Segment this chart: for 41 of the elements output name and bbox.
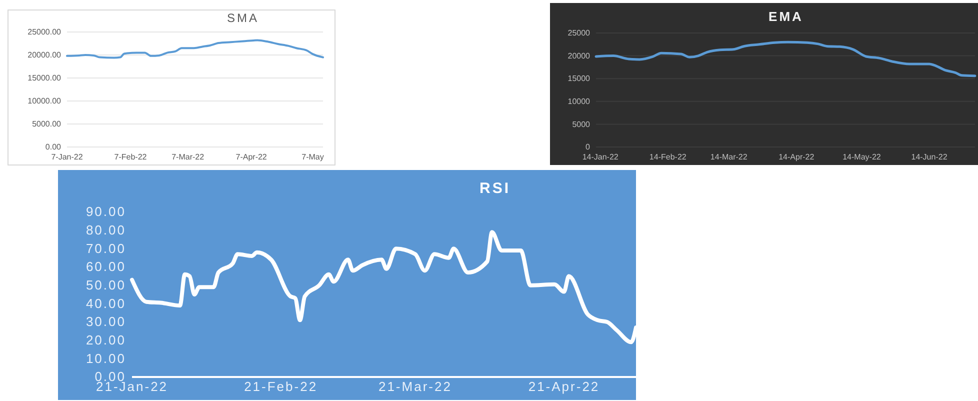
x-tick-label: 21-Mar-22 xyxy=(378,378,452,394)
x-tick-label: 21-Feb-22 xyxy=(244,378,318,394)
y-tick-label: 0 xyxy=(586,142,591,152)
x-tick-label: 7-May xyxy=(302,152,324,162)
y-tick-label: 20000 xyxy=(568,51,591,60)
y-tick-label: 30.00 xyxy=(86,314,126,330)
x-tick-label: 14-Feb-22 xyxy=(649,152,687,162)
y-tick-label: 20.00 xyxy=(86,332,126,348)
x-tick-label: 7-Jan-22 xyxy=(51,152,84,162)
x-tick-label: 7-Mar-22 xyxy=(172,152,205,162)
y-tick-label: 50.00 xyxy=(86,277,126,292)
y-tick-label: 20000.00 xyxy=(28,50,62,60)
x-tick-label: 21-Apr-22 xyxy=(528,378,600,394)
line-series xyxy=(66,39,324,59)
chart-title: SMA xyxy=(226,11,260,25)
y-tick-label: 5000 xyxy=(572,120,591,129)
x-tick-label: 14-May-22 xyxy=(842,152,882,162)
y-tick-label: 10000.00 xyxy=(28,96,62,106)
y-tick-label: 25000.00 xyxy=(28,28,62,37)
x-tick-label: 7-Feb-22 xyxy=(114,152,148,162)
chart-title: EMA xyxy=(768,9,804,24)
y-tick-label: 5000.00 xyxy=(32,120,62,129)
y-tick-label: 70.00 xyxy=(86,240,126,256)
x-tick-label: 14-Mar-22 xyxy=(710,152,748,162)
x-tick-label: 14-Apr-22 xyxy=(778,152,815,162)
y-tick-label: 10.00 xyxy=(86,350,126,366)
line-series xyxy=(594,40,976,78)
line-series xyxy=(130,230,638,344)
y-tick-label: 90.00 xyxy=(86,204,126,220)
y-tick-label: 15000.00 xyxy=(28,74,62,83)
y-tick-label: 40.00 xyxy=(86,296,126,311)
x-tick-label: 7-Apr-22 xyxy=(236,152,268,162)
y-tick-label: 60.00 xyxy=(86,259,126,274)
y-tick-label: 0.00 xyxy=(45,142,62,152)
y-tick-label: 10000 xyxy=(568,96,591,106)
y-tick-label: 80.00 xyxy=(86,222,126,238)
x-tick-label: 14-Jan-22 xyxy=(582,152,619,162)
y-tick-label: 15000 xyxy=(568,74,591,84)
x-tick-label: 14-Jun-22 xyxy=(911,152,948,162)
chart-title: RSI xyxy=(479,180,511,197)
y-tick-label: 25000 xyxy=(568,28,591,38)
